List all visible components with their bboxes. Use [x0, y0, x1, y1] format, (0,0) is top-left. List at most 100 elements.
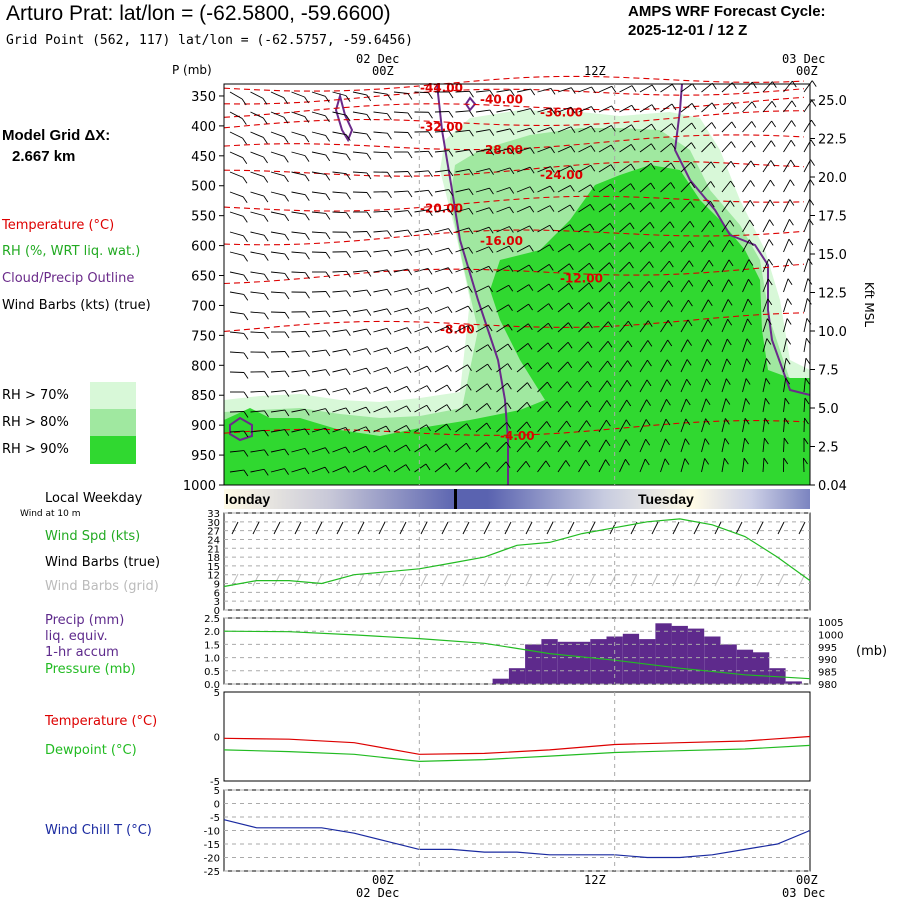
wind-barb-shaft [783, 258, 789, 273]
wind-barb-flag [671, 123, 677, 130]
wind10m-barb-grid [504, 573, 512, 587]
wind-barb-shaft [414, 189, 429, 193]
wind-barb-shaft [455, 188, 470, 193]
wind-barb-flag [786, 338, 792, 345]
wind-barb-shaft [393, 346, 408, 353]
wind-barb-shaft [455, 286, 469, 293]
wind10m-barb-grid [588, 573, 596, 587]
bottom-hour-1: 00Z [372, 873, 394, 887]
wind-barb-shaft [332, 309, 347, 313]
wind-barb-flag [488, 207, 494, 214]
wind10m-barb-grid [441, 573, 449, 587]
wind-barb-flag [243, 469, 249, 477]
wind-barb-flag [729, 239, 734, 247]
wind-barb-flag [547, 381, 552, 389]
wind-barb-shaft [598, 105, 612, 113]
wind-barb-flag [666, 379, 672, 386]
wind-barb-flag [448, 130, 454, 138]
wind-barb-flag [386, 289, 392, 296]
wind-barb-flag [264, 293, 269, 300]
legend-temp-lower: Temperature (°C) [45, 714, 158, 729]
wind-barb-flag [325, 154, 331, 162]
pressure-tick-label: 800 [191, 359, 216, 374]
wind-barb-shaft [680, 220, 691, 233]
wind-barb-flag [590, 164, 596, 172]
wind-barb-flag [325, 193, 331, 201]
wind-barb-flag [810, 159, 815, 166]
wind-barb-shaft [352, 151, 367, 154]
wind-barb-flag [546, 421, 552, 428]
wind-barb-shaft [414, 443, 427, 453]
wind-barb-shaft [393, 111, 408, 114]
wind-barb-shaft [373, 269, 388, 273]
wind-barb-shaft [578, 203, 591, 213]
wind-barb-flag [407, 268, 413, 276]
weekday-right: Tuesday [638, 491, 694, 507]
wind-barb-shaft [455, 227, 470, 233]
wind-barb-shaft [578, 321, 589, 333]
wind-barb-shaft [537, 224, 550, 233]
wind-barb-shaft [291, 111, 305, 117]
wind-barb-shaft [373, 308, 388, 313]
wind-barb-shaft [537, 460, 547, 473]
wind-barb-shaft [434, 189, 449, 193]
wind-barb-shaft [537, 205, 551, 213]
wind-barb-flag [506, 422, 512, 429]
temperature-contour-line [223, 263, 805, 285]
wind-barb-flag [365, 465, 370, 473]
wind-barb-shaft [250, 111, 264, 119]
wind-barb-flag [730, 161, 736, 168]
wind-barb-flag [386, 406, 391, 413]
wind-barb-flag [630, 183, 636, 190]
wind-barb-shaft [639, 280, 650, 293]
wind-barb-shaft [537, 127, 551, 133]
wind-barb-flag [605, 459, 610, 466]
wind-barb-shaft [332, 171, 347, 175]
wind-barb-shaft [701, 438, 706, 453]
wind-barb-flag [284, 253, 290, 261]
wind-barb-flag [448, 208, 454, 216]
wind-tick-label: 15 [207, 562, 220, 573]
wind-barb-shaft [619, 202, 631, 213]
wind-barb-shaft [639, 202, 651, 213]
wind-barb-shaft [598, 419, 607, 433]
wind-barb-shaft [352, 406, 367, 413]
wind-barb-shaft [496, 284, 509, 293]
wind10m-barb-true [504, 521, 512, 535]
wind-barb-flag [669, 241, 675, 248]
wind-barb-flag [366, 211, 372, 219]
wind-barb-shaft [455, 442, 467, 453]
pressure-tick-label: 450 [191, 150, 216, 165]
wind-barb-flag [283, 136, 289, 144]
wind-barb-flag [768, 258, 774, 266]
wind-barb-flag [650, 182, 656, 190]
wind-barb-shaft [578, 145, 592, 153]
wind-barb-shaft [598, 439, 607, 453]
precip-bar [557, 641, 574, 684]
wind-barb-shaft [783, 219, 790, 233]
wind-barb-shaft [598, 321, 609, 333]
wind-barb-shaft [721, 338, 728, 353]
wind10m-barb-grid [252, 573, 260, 587]
wind-barb-flag [263, 234, 269, 242]
wind-barb-flag [670, 162, 676, 170]
wind-barb-flag [803, 457, 808, 465]
wind-barb-shaft [229, 171, 244, 178]
wind-barb-shaft [250, 449, 265, 453]
weekday-divider [454, 489, 457, 509]
wind-barb-flag [527, 323, 533, 331]
wind-barb-flag [585, 440, 591, 447]
height-tick-label: 20.0 [818, 171, 847, 186]
wind-barb-shaft [352, 91, 367, 96]
wind-barb-flag [405, 464, 411, 471]
wind-barb-shaft [291, 91, 305, 98]
wind-barb-shaft [803, 298, 808, 313]
wind-barb-flag [507, 324, 513, 331]
wind-barb-flag [407, 229, 413, 237]
wind-barb-shaft [475, 285, 489, 293]
bottom-hour-3: 00Z [796, 873, 818, 887]
wind-barb-flag [505, 461, 511, 469]
wind-barb-shaft [250, 191, 265, 197]
wind-barb-flag [345, 388, 351, 395]
wind-barb-flag [788, 258, 793, 266]
